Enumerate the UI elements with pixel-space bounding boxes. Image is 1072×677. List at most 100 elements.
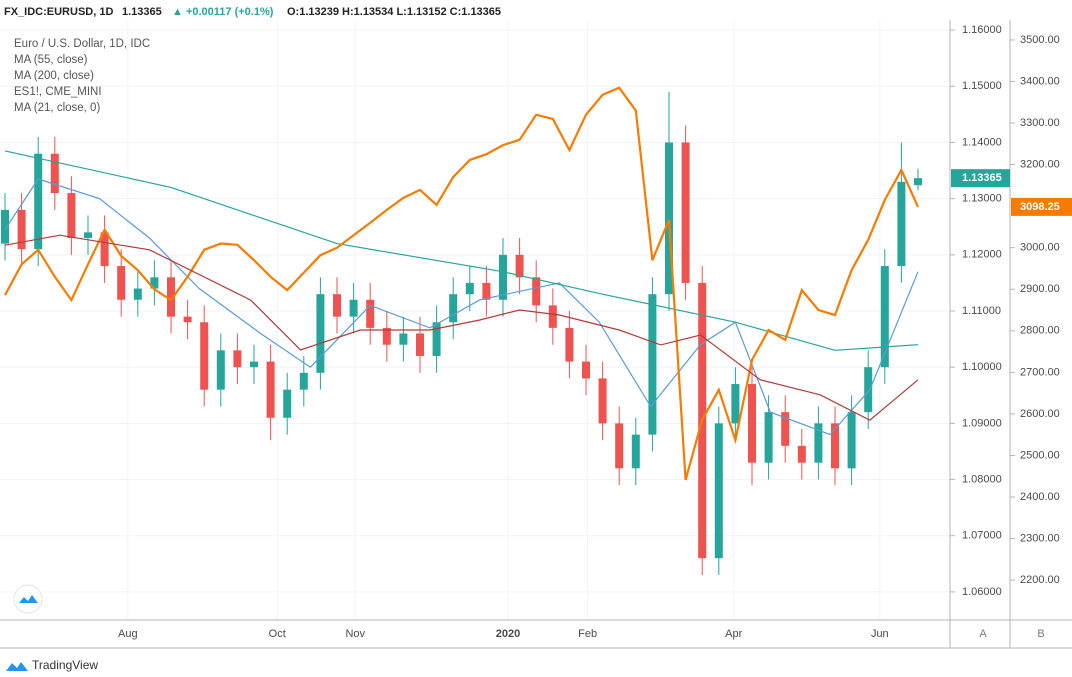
candle-body	[316, 294, 325, 373]
candle-body	[631, 434, 640, 469]
candle-body	[416, 333, 424, 356]
y-tick-label: 1.14000	[962, 136, 1002, 148]
candle-body	[665, 142, 673, 295]
y-tick-label: 1.16000	[962, 24, 1002, 36]
candle-body	[582, 361, 590, 379]
y-tick-label: 1.09000	[962, 417, 1002, 429]
scale-button[interactable]: A	[979, 628, 987, 640]
candle-body	[449, 294, 458, 323]
candle-body	[482, 282, 491, 300]
overlay-line	[4, 234, 919, 421]
candle-body	[333, 294, 341, 317]
marks	[1, 86, 922, 576]
y2-tick-label: 2300.00	[1020, 532, 1060, 544]
y-tick-label: 1.12000	[962, 249, 1002, 261]
x-tick-label: Nov	[345, 628, 365, 640]
candle-body	[515, 254, 524, 278]
candle-body	[731, 384, 740, 424]
candle-body	[133, 288, 142, 300]
candle-body	[34, 153, 43, 250]
y-tick-label: 1.06000	[962, 586, 1002, 598]
last-price-label: 1.13365	[962, 172, 1002, 184]
candle-body	[914, 178, 922, 186]
candle-body	[897, 181, 906, 267]
candle-body	[565, 327, 574, 362]
y2-tick-label: 3300.00	[1020, 117, 1060, 129]
candle-body	[233, 350, 242, 368]
legend-entry: MA (55, close)	[14, 54, 88, 66]
candle-body	[167, 277, 175, 317]
y2-tick-label: 3000.00	[1020, 242, 1060, 254]
candle-body	[67, 193, 76, 238]
x-tick-label: Jun	[871, 628, 889, 640]
candle-body	[17, 209, 26, 250]
candle-body	[250, 361, 258, 368]
y2-last-label: 3098.25	[1020, 201, 1060, 213]
candle-body	[648, 294, 657, 435]
panel	[0, 20, 1072, 648]
y2-tick-label: 2900.00	[1020, 283, 1060, 295]
candle-body	[847, 412, 856, 469]
candle-body	[432, 322, 441, 356]
candle-body	[781, 412, 790, 446]
candle-body	[548, 305, 557, 328]
grid	[0, 20, 950, 620]
y2-last-box	[1011, 197, 1072, 216]
candle-body	[465, 282, 474, 295]
x-tick-label: 2020	[496, 628, 520, 640]
y2-tick-label: 3200.00	[1020, 159, 1060, 171]
y-tick-label: 1.08000	[962, 473, 1002, 485]
footer-text: TradingView	[32, 658, 98, 672]
candle-body	[797, 445, 806, 463]
y2-tick-label: 3400.00	[1020, 75, 1060, 87]
candle-body	[84, 232, 92, 238]
candle-body	[200, 322, 209, 390]
candle-body	[764, 412, 773, 463]
candle-body	[283, 389, 292, 418]
logo-icon	[19, 595, 38, 603]
overlay-line	[4, 86, 920, 481]
y2-tick-label: 2600.00	[1020, 408, 1060, 420]
y-tick-label: 1.07000	[962, 530, 1002, 542]
last-price-box	[951, 169, 1010, 188]
candle-body	[100, 232, 109, 267]
scale-button[interactable]: B	[1037, 628, 1044, 640]
candle-body	[382, 327, 391, 345]
candle-body	[714, 423, 723, 559]
legend-entry: MA (21, close, 0)	[14, 102, 100, 114]
candle-body	[598, 378, 607, 424]
y-tick-label: 1.15000	[962, 80, 1002, 92]
candle-body	[880, 266, 889, 368]
legend: MA (55, close) MA (200, close) ES1!, CME_M…	[14, 54, 102, 114]
legend-entry: Euro / U.S. Dollar, 1D, IDC	[14, 38, 150, 50]
candle-body	[831, 423, 839, 469]
logo-button[interactable]	[13, 584, 43, 614]
candle-body	[150, 277, 159, 289]
candle-body	[50, 153, 59, 194]
candle-body	[183, 316, 192, 323]
candle-body	[1, 209, 9, 244]
y-tick-label: 1.11000	[962, 305, 1001, 317]
y2-tick-label: 3500.00	[1020, 34, 1060, 46]
y2-tick-label: 2800.00	[1020, 325, 1060, 337]
header-symbol: FX_IDC:EURUSD, 1D	[4, 6, 113, 18]
candle-body	[499, 254, 507, 300]
y2-tick-label: 2500.00	[1020, 449, 1060, 461]
candle-body	[681, 142, 690, 283]
header-change: ▲ +0.00117 (+0.1%)	[172, 6, 274, 18]
y-tick-label: 1.13000	[962, 193, 1002, 205]
x-tick-label: Aug	[118, 628, 138, 640]
footer-logo	[6, 662, 28, 671]
candle-body	[299, 372, 308, 390]
y-tick-label: 1.10000	[962, 361, 1002, 373]
candle-body	[366, 299, 375, 328]
legend-entry: ES1!, CME_MINI	[14, 86, 102, 98]
header-last: 1.13365	[122, 6, 162, 18]
y2-tick-label: 2200.00	[1020, 574, 1060, 586]
candle-body	[748, 384, 756, 463]
y2-tick-label: 2400.00	[1020, 491, 1060, 503]
candle-body	[349, 299, 358, 317]
y2-tick-label: 2700.00	[1020, 366, 1060, 378]
x-tick-label: Apr	[725, 628, 742, 640]
